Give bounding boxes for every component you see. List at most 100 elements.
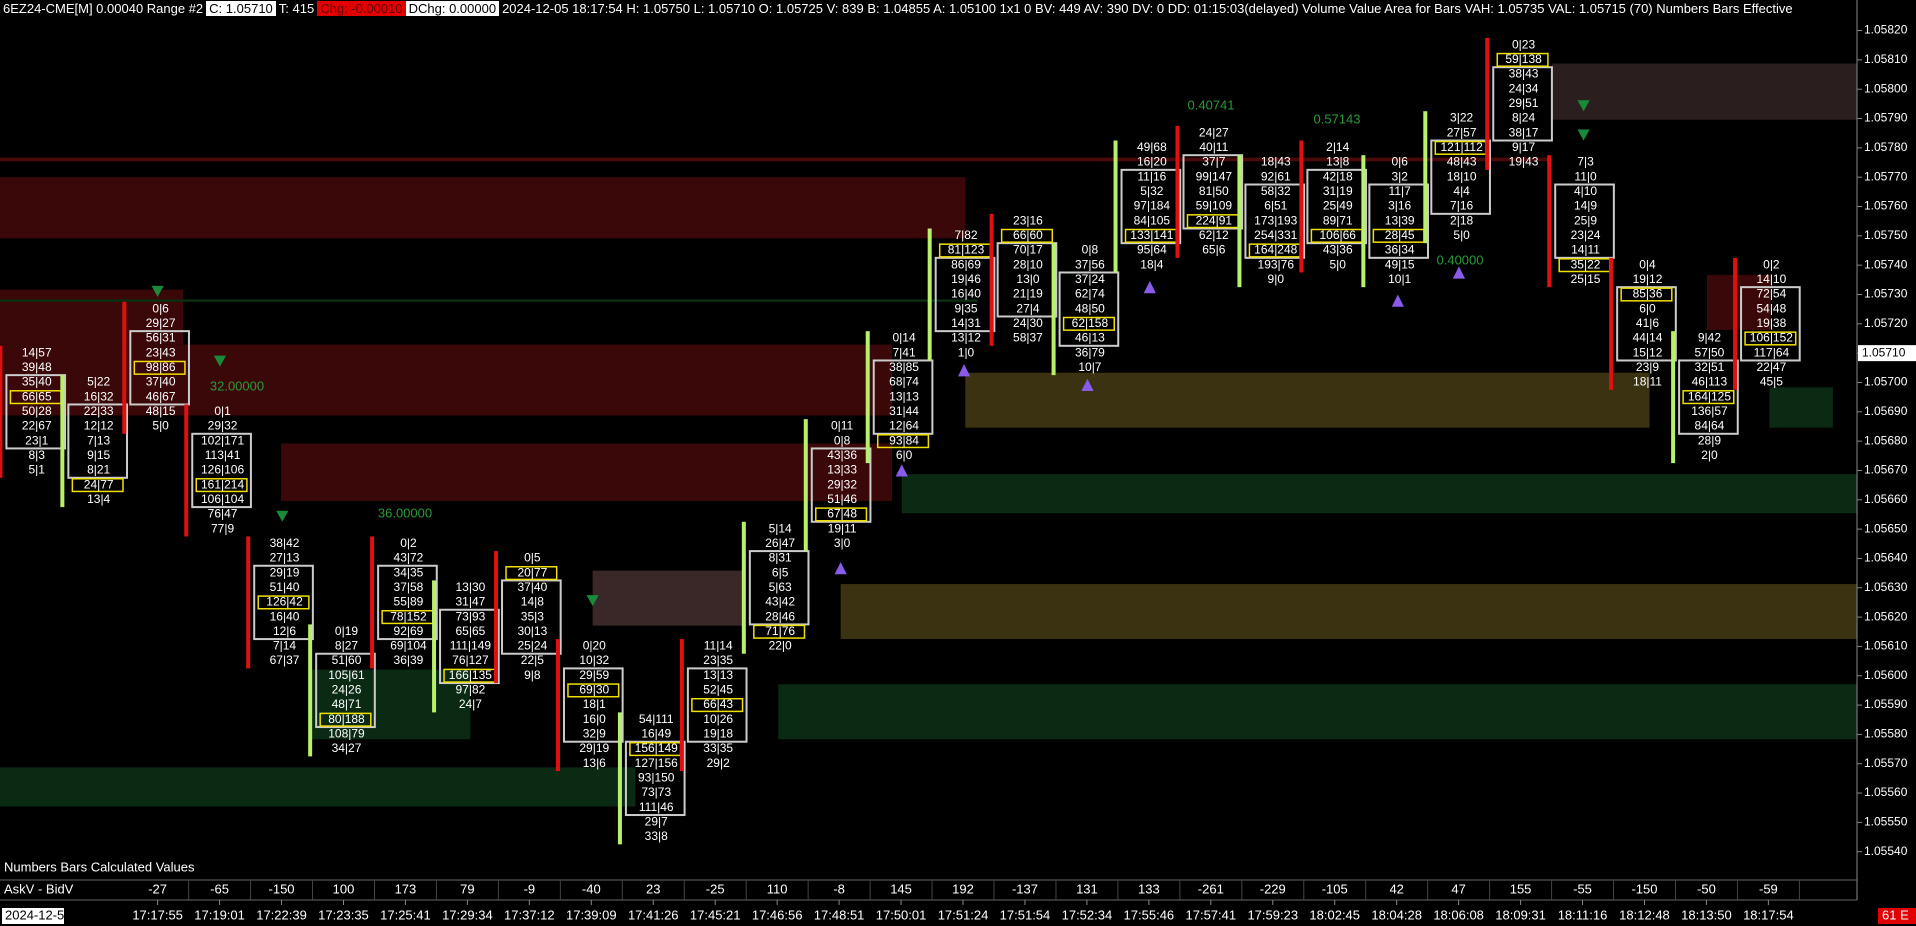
footprint-cell: 43|72: [394, 551, 424, 565]
footprint-cell: 16|40: [951, 287, 981, 301]
footprint-cell: 29|19: [579, 741, 609, 755]
delta-value: 145: [890, 881, 912, 896]
footprint-cell: 67|48: [827, 507, 857, 521]
footprint-cell: 59|138: [1505, 52, 1542, 66]
footprint-cell: 19|46: [951, 272, 981, 286]
footprint-cell: 23|35: [703, 653, 733, 667]
value-area-box: [253, 564, 314, 641]
footprint-cell: 0|2: [1763, 257, 1780, 271]
time-label: 17:23:35: [318, 907, 369, 922]
price-tick-label: 1.05810: [1864, 52, 1908, 66]
zone: [1769, 387, 1833, 428]
bar-edge: [555, 639, 560, 772]
footprint-cell: 35|40: [22, 375, 52, 389]
footprint-cell: 108|79: [328, 727, 365, 741]
delta-value: 192: [952, 881, 974, 896]
zone: [281, 443, 892, 501]
footprint-cell: 32|9: [583, 727, 606, 741]
bar-edge: [184, 404, 189, 537]
footprint-cell: 58|37: [1013, 331, 1043, 345]
footprint-cell: 48|15: [146, 404, 176, 418]
footprint-cell: 23|1: [25, 433, 48, 447]
footprint-cell: 77|9: [211, 521, 234, 535]
footprint-cell: 0|23: [1512, 37, 1535, 51]
footprint-cell: 27|13: [270, 551, 300, 565]
footprint-cell: 38|43: [1509, 67, 1539, 81]
footprint-cell: 4|4: [1453, 184, 1470, 198]
delta-row-label: AskV - BidV: [4, 881, 74, 896]
footprint-cell: 48|43: [1447, 155, 1477, 169]
marker: [586, 595, 599, 607]
annotation: 32.00000: [210, 378, 264, 393]
footprint-cell: 81|50: [1199, 184, 1229, 198]
footprint-cell: 18|43: [1261, 155, 1291, 169]
footprint-cell: 19|12: [1633, 272, 1663, 286]
bar-edge: [803, 419, 808, 552]
footprint-cell: 9|0: [1268, 272, 1285, 286]
footprint-cell: 25|15: [1571, 272, 1601, 286]
value-area-box: [1678, 359, 1739, 435]
poc-box: [815, 507, 868, 522]
footprint-cell: 46|67: [146, 389, 176, 403]
footprint-cell: 37|24: [1075, 272, 1105, 286]
poc-box: [876, 434, 930, 449]
footprint-cell: 22|67: [22, 419, 52, 433]
footprint-cell: 10|1: [1388, 272, 1411, 286]
price-tick-label: 1.05660: [1864, 492, 1908, 506]
footprint-cell: 28|9: [1698, 433, 1721, 447]
delta-value: 23: [646, 881, 660, 896]
bar-edge: [1485, 37, 1490, 170]
footprint-cell: 7|16: [1450, 199, 1473, 213]
footprint-cell: 6|0: [1639, 301, 1656, 315]
zone: [1706, 274, 1771, 330]
footprint-cell: 7|82: [954, 228, 977, 242]
footprint-cell: 10|26: [703, 712, 733, 726]
delta-value: 131: [1076, 881, 1098, 896]
footprint-cell: 27|57: [1447, 125, 1477, 139]
footprint-cell: 9|35: [954, 301, 977, 315]
footprint-cell: 25|9: [1574, 213, 1597, 227]
bar-edge: [1733, 257, 1738, 390]
price-tick-label: 1.05800: [1864, 81, 1908, 95]
footprint-cell: 254|331: [1254, 228, 1297, 242]
footprint-cell: 106|152: [1750, 331, 1793, 345]
time-label: 17:55:46: [1124, 907, 1175, 922]
footprint-cell: 2|18: [1450, 213, 1473, 227]
bar-edge: [1237, 155, 1242, 288]
value-area-box: [996, 242, 1058, 318]
footprint-cell: 5|0: [152, 419, 169, 433]
footprint-cell: 24|27: [1199, 125, 1229, 139]
time-label: 17:59:23: [1247, 907, 1298, 922]
footprint-cell: 117|64: [1754, 345, 1790, 359]
footprint-cell: 5|0: [1329, 257, 1346, 271]
footprint-cell: 9|15: [87, 448, 110, 462]
footprint-cell: 69|104: [390, 639, 427, 653]
daily-change: DChg: 0.00000: [405, 1, 500, 16]
footprint-cell: 93|150: [638, 771, 675, 785]
footprint-cell: 92|69: [394, 624, 424, 638]
footprint-cell: 6|0: [896, 448, 913, 462]
marker: [1081, 378, 1094, 392]
annotation: 0.57143: [1314, 111, 1361, 126]
footprint-cell: 57|50: [1695, 345, 1725, 359]
footprint-cell: 36|79: [1075, 345, 1105, 359]
bar-edge: [1609, 257, 1614, 390]
footprint-cell: 36|34: [1385, 243, 1415, 257]
time-label: 17:22:39: [256, 907, 307, 922]
footprint-cell: 86|69: [951, 257, 981, 271]
ticks: T: 415: [278, 1, 315, 16]
footprint-cell: 28|10: [1013, 257, 1043, 271]
poc-box: [567, 683, 620, 698]
time-label: 17:50:01: [876, 907, 927, 922]
footprint-cell: 37|40: [517, 580, 547, 594]
footprint-cell: 26|47: [765, 536, 795, 550]
date-label: 2024-12-5: [5, 907, 64, 922]
price-tick-label: 1.05550: [1864, 815, 1908, 829]
footprint-cell: 13|33: [827, 463, 857, 477]
bar-edge: [1361, 155, 1366, 288]
footprint-cell: 65|65: [455, 624, 485, 638]
footprint-cell: 37|7: [1202, 155, 1225, 169]
footprint-cell: 106|104: [201, 492, 244, 506]
footprint-cell: 35|3: [521, 609, 544, 623]
value-area-box: [934, 256, 996, 333]
